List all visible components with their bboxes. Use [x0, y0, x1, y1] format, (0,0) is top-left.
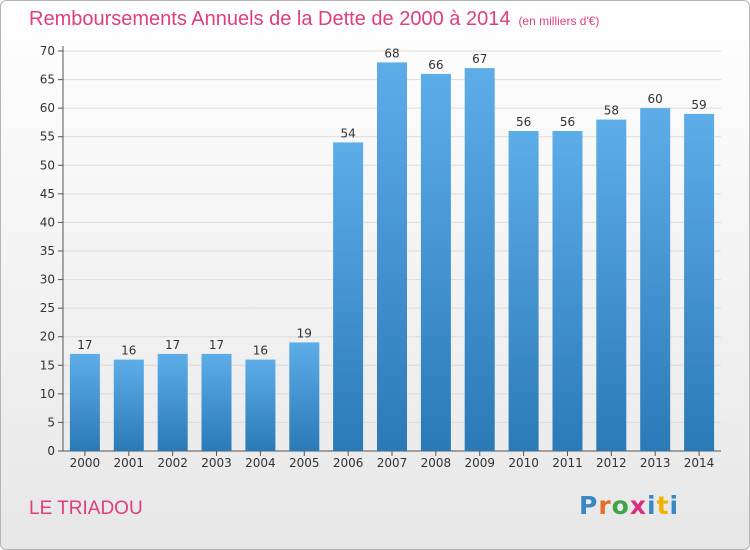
bar-value-label: 56 [560, 115, 575, 129]
x-tick-label: 2001 [114, 456, 145, 470]
x-tick-label: 2003 [201, 456, 232, 470]
logo-letter: t [656, 491, 670, 520]
y-tick-label: 30 [40, 273, 55, 287]
logo-letter: o [611, 491, 630, 520]
bar [69, 353, 100, 451]
chart-title-text: Remboursements Annuels de la Dette de 20… [29, 8, 511, 30]
bar-value-label: 54 [340, 126, 355, 140]
y-tick-label: 45 [40, 187, 55, 201]
y-tick-label: 10 [40, 387, 55, 401]
bar [552, 131, 583, 451]
bar [420, 73, 451, 452]
y-tick-label: 5 [47, 415, 55, 429]
x-tick-label: 2014 [684, 456, 715, 470]
x-tick-label: 2012 [596, 456, 627, 470]
bar-value-label: 68 [384, 46, 399, 60]
x-tick-label: 2004 [245, 456, 276, 470]
y-tick-label: 25 [40, 301, 55, 315]
bar [377, 62, 407, 452]
y-tick-label: 15 [40, 358, 55, 372]
bar-value-label: 58 [604, 104, 619, 118]
logo-letter: i [647, 491, 657, 520]
bar-value-label: 19 [297, 326, 312, 340]
bar [684, 113, 715, 452]
x-tick-label: 2010 [508, 456, 539, 470]
x-tick-label: 2006 [333, 456, 364, 470]
bar-value-label: 60 [648, 92, 663, 106]
bar [157, 353, 188, 451]
bar [201, 353, 232, 451]
bar-value-label: 17 [165, 338, 180, 352]
logo-letter: r [598, 491, 612, 520]
x-tick-label: 2013 [640, 456, 671, 470]
logo-letter: P [579, 491, 599, 520]
y-tick-label: 35 [40, 244, 55, 258]
bar [113, 359, 144, 451]
bar-value-label: 66 [428, 58, 443, 72]
bar-value-label: 17 [209, 338, 224, 352]
bar-value-label: 67 [472, 52, 487, 66]
x-tick-label: 2002 [157, 456, 188, 470]
y-tick-label: 50 [40, 158, 55, 172]
y-tick-label: 40 [40, 215, 55, 229]
bar [596, 119, 627, 451]
bar-value-label: 59 [691, 98, 706, 112]
logo-letter: i [669, 491, 680, 520]
bar-layer [69, 62, 715, 452]
bar [640, 108, 671, 451]
proxiti-logo: Proxiti [579, 491, 679, 520]
x-tick-label: 2007 [377, 456, 408, 470]
bar [289, 342, 320, 451]
x-tick-label: 2008 [421, 456, 452, 470]
x-tick-label: 2000 [70, 456, 101, 470]
y-tick-label: 55 [40, 130, 55, 144]
bar-value-label: 16 [121, 344, 136, 358]
logo-letter: x [629, 491, 647, 520]
y-tick-label: 0 [47, 444, 55, 458]
bar [508, 131, 539, 451]
commune-name: LE TRIADOU [29, 498, 143, 519]
y-tick-label: 70 [40, 44, 55, 58]
bar-value-label: 16 [253, 344, 268, 358]
bar-value-label: 56 [516, 115, 531, 129]
y-tick-label: 60 [40, 101, 55, 115]
y-tick-label: 20 [40, 330, 55, 344]
y-tick-label: 65 [40, 73, 55, 87]
bar [245, 359, 276, 451]
x-tick-label: 2011 [552, 456, 583, 470]
x-tick-label: 2009 [464, 456, 495, 470]
chart-unit: (en milliers d'€) [518, 14, 600, 28]
label-layer: 17 2000 16 2001 17 2002 17 2003 16 2004 19 2005 54 20… [70, 46, 715, 470]
chart-title: Remboursements Annuels de la Dette de 20… [29, 8, 599, 31]
bar-value-label: 17 [77, 338, 92, 352]
bar [333, 142, 364, 451]
x-tick-label: 2005 [289, 456, 320, 470]
bar [464, 68, 495, 451]
